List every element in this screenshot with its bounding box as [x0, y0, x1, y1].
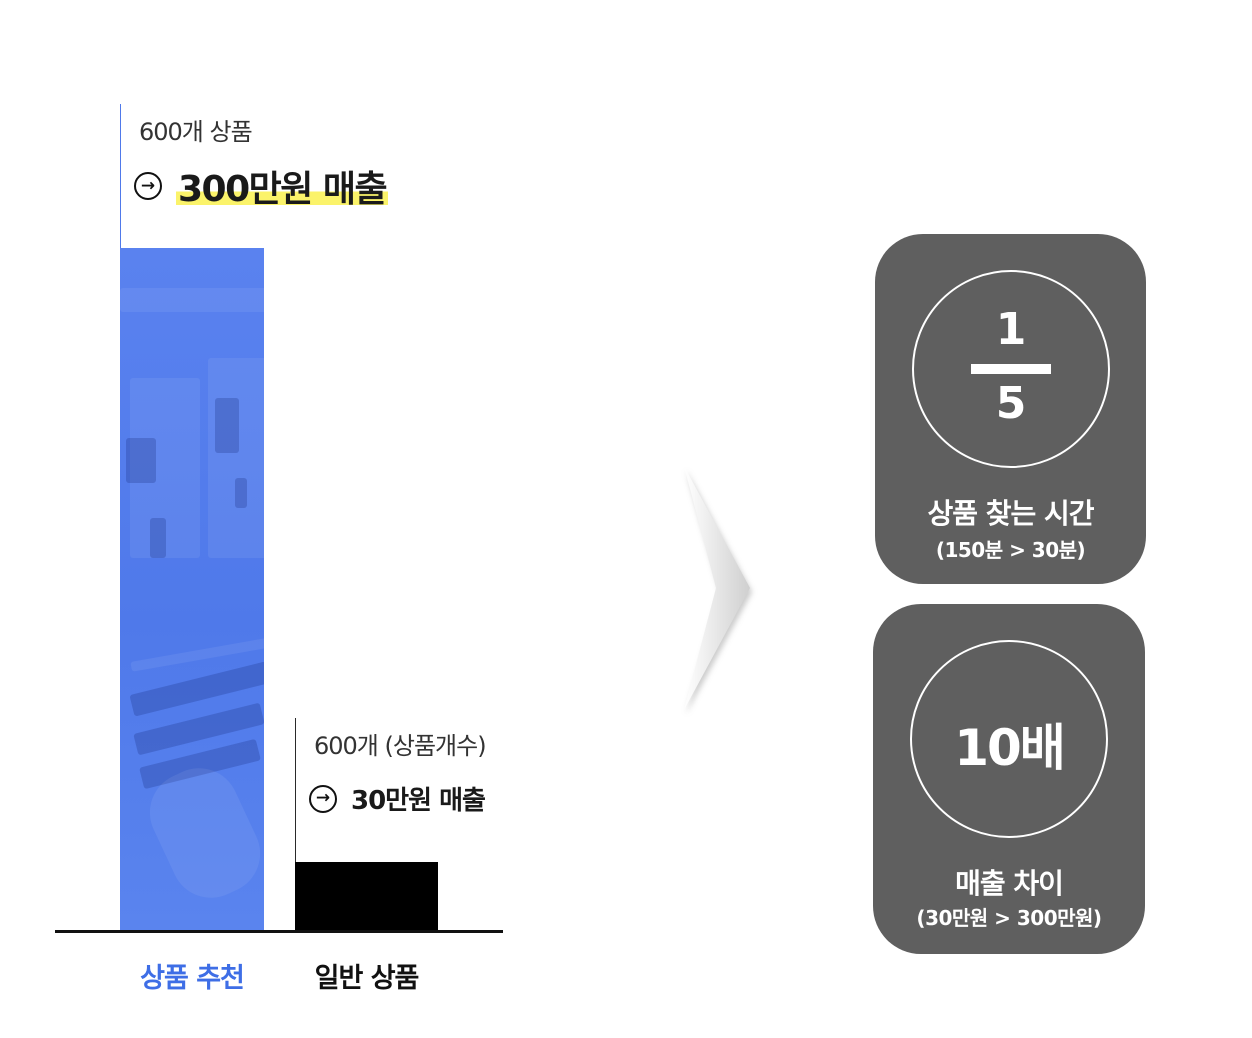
multiplier-value: 10배: [954, 719, 1066, 777]
annotation-leader-line-featured: [120, 104, 121, 248]
card-search-time: 1 5 상품 찾는 시간 (150분 > 30분): [875, 234, 1146, 584]
annotation-leader-line-normal: [295, 718, 296, 862]
bar-recommended-products: [120, 248, 264, 930]
fraction-denominator: 5: [995, 378, 1027, 429]
card-title: 상품 찾는 시간: [927, 497, 1094, 530]
annotation-sales-featured: → 300만원 매출: [134, 160, 389, 212]
annotation-sales-value: 300만원 매출: [176, 169, 389, 210]
annotation-count-normal: 600개 (상품개수): [314, 732, 487, 760]
multiplier-ring: 10배: [910, 640, 1108, 838]
card-subtitle: (30만원 > 300만원): [916, 906, 1102, 930]
bar-chart: 600개 상품 → 300만원 매출 상품 추천 600개 (상품개수) → 3…: [0, 0, 620, 1038]
chevron-right-icon: [684, 466, 752, 714]
card-title: 매출 차이: [955, 867, 1064, 900]
category-label-normal: 일반 상품: [314, 963, 420, 994]
card-sales-difference: 10배 매출 차이 (30만원 > 300만원): [873, 604, 1145, 954]
arrow-right-circle-icon: →: [309, 784, 337, 813]
x-axis-baseline: [55, 930, 503, 933]
annotation-sales-normal: → 30만원 매출: [309, 780, 486, 817]
card-subtitle: (150분 > 30분): [935, 538, 1086, 562]
fraction-numerator: 1: [995, 304, 1027, 355]
annotation-sales-value: 30만원 매출: [351, 786, 486, 816]
bar-general-products: [295, 862, 438, 930]
category-label-featured: 상품 추천: [140, 963, 245, 994]
arrow-right-circle-icon: →: [134, 172, 162, 200]
annotation-count-featured: 600개 상품: [139, 118, 253, 146]
fraction-ring: 1 5: [912, 270, 1110, 468]
fraction-bar: [971, 364, 1051, 374]
